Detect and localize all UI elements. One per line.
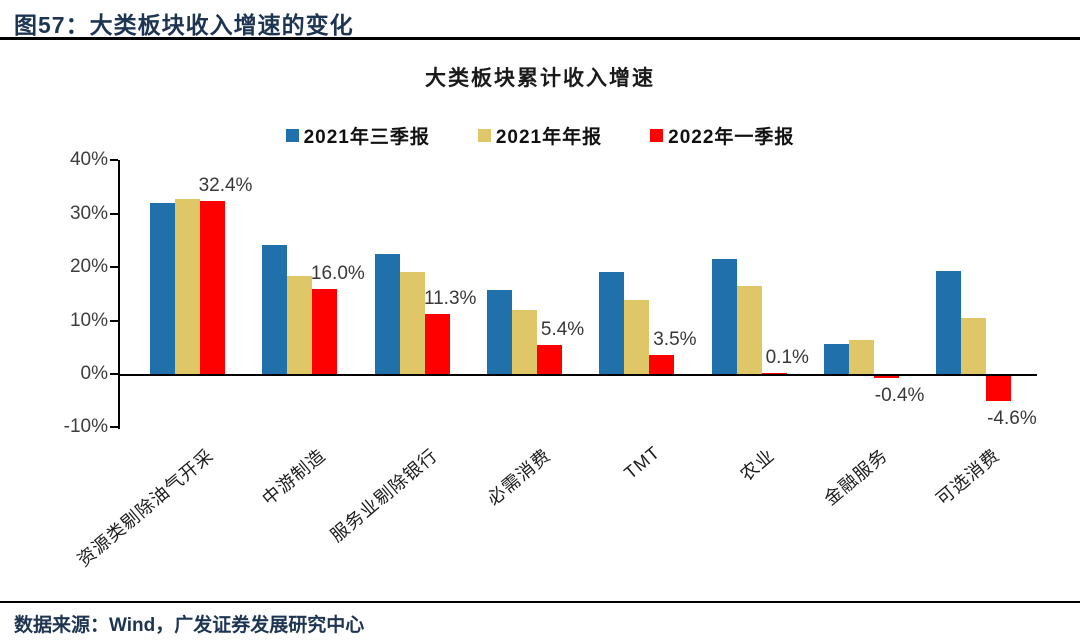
data-label-可选消费: -4.6% [987,407,1037,429]
legend-item: 2021年年报 [477,122,603,149]
data-source-note: 数据来源：Wind，广发证券发展研究中心 [14,615,365,636]
bar-2022年一季报-金融服务 [874,376,900,379]
data-label-农业: 0.1% [765,347,809,369]
y-axis-tick-mark [110,426,118,429]
y-axis-tick-mark [110,373,118,375]
x-axis-category-label: 中游制造 [258,445,330,510]
legend-swatch-icon [285,129,299,142]
bar-2021年三季报-中游制造 [262,244,288,374]
header-divider [0,37,1080,40]
bar-2021年年报-可选消费 [961,318,987,374]
chart-title: 大类板块累计收入增速 [425,67,655,90]
bar-2022年一季报-可选消费 [986,376,1012,401]
y-axis-tick-label: 10% [69,309,108,331]
legend-label: 2021年三季报 [303,127,430,148]
data-label-资源类剔除油气开采: 32.4% [198,174,253,196]
data-label-必需消费: 5.4% [540,319,585,341]
data-label-TMT: 3.5% [653,329,697,351]
bar-2021年三季报-服务业剔除银行 [374,254,400,374]
y-axis-tick-label: 40% [69,149,108,171]
bar-2021年年报-中游制造 [287,276,313,374]
legend-label: 2022年一季报 [668,127,795,148]
figure-title: 图57：大类板块收入增速的变化 [14,12,354,38]
y-axis-tick-mark [110,212,118,215]
bar-2021年年报-必需消费 [512,310,538,374]
footer-divider [0,601,1080,603]
x-axis-category-label: 农业 [736,445,779,485]
bar-2021年三季报-资源类剔除油气开采 [150,203,175,374]
bar-2022年一季报-TMT [649,355,675,374]
data-label-金融服务: -0.4% [874,385,925,407]
bar-2022年一季报-农业 [761,373,787,374]
x-axis-category-label: 金融服务 [819,445,892,510]
y-axis-tick-label: 30% [69,202,108,224]
legend-swatch-icon [650,129,664,142]
bar-2022年一季报-服务业剔除银行 [424,313,450,374]
figure-header: 图57：大类板块收入增速的变化 [14,6,1064,40]
bar-2021年年报-TMT [624,300,650,374]
bar-2021年三季报-可选消费 [936,271,962,374]
x-axis-zero-line [118,374,1037,376]
y-axis-tick-mark [110,159,118,162]
legend-item: 2022年一季报 [650,122,794,149]
bar-2021年年报-农业 [736,286,762,374]
x-axis-category-label: 资源类剔除油气开采 [73,445,217,571]
bar-2022年一季报-必需消费 [537,345,563,374]
y-axis-line [118,160,120,429]
y-axis-tick-label: 0% [80,363,108,384]
bar-2021年三季报-金融服务 [824,343,850,374]
bar-2021年年报-资源类剔除油气开采 [175,198,200,374]
legend-swatch-icon [477,129,491,142]
legend-label: 2021年年报 [495,127,603,148]
bar-2022年一季报-资源类剔除油气开采 [200,200,225,374]
bar-2022年一季报-中游制造 [312,288,338,374]
y-axis-tick-mark [110,319,118,322]
x-axis-category-label: 可选消费 [932,445,1004,510]
bar-2021年年报-服务业剔除银行 [399,272,425,374]
y-axis-tick-mark [110,266,118,269]
data-label-中游制造: 16.0% [310,262,365,284]
chart-legend: 2021年三季报 2021年年报 2022年一季报 [0,122,1080,149]
y-axis-tick-label: 20% [69,256,108,278]
bar-2021年三季报-必需消费 [487,290,513,374]
bar-2021年年报-金融服务 [849,339,875,374]
x-axis-category-label: 服务业剔除银行 [326,445,442,546]
bar-2021年三季报-农业 [711,259,737,374]
legend-item: 2021年三季报 [285,122,430,149]
x-axis-category-label: TMT [620,442,664,484]
data-label-服务业剔除银行: 11.3% [423,287,477,309]
x-axis-category-label: 必需消费 [482,445,554,510]
y-axis-tick-label: -10% [63,416,108,438]
bar-2021年三季报-TMT [599,272,625,374]
